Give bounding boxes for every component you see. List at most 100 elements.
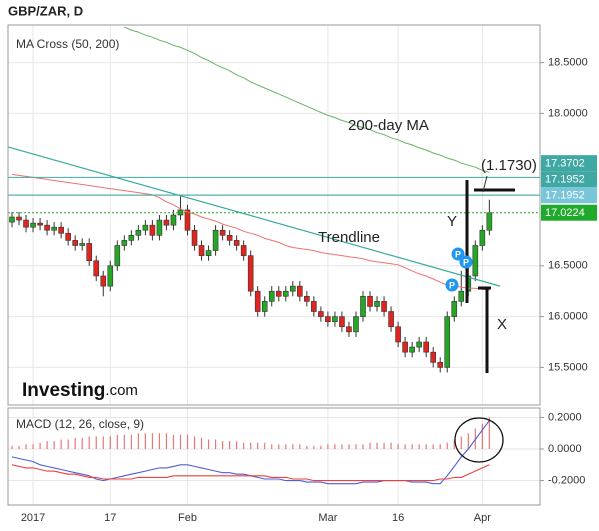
- histogram-bar: [306, 445, 308, 450]
- y-tick-label: 16.5000: [548, 260, 588, 272]
- candle-body: [374, 301, 380, 307]
- x-tick-label: 2017: [21, 512, 45, 524]
- histogram-bar: [460, 436, 462, 450]
- histogram-bar: [222, 441, 224, 450]
- macd-panel-title: MACD (12, 26, close, 9): [16, 417, 144, 431]
- histogram-bar: [271, 444, 273, 450]
- y-tick-label: 18.5000: [548, 56, 588, 68]
- candle-body: [388, 311, 394, 328]
- candle-body: [367, 295, 373, 307]
- candle-body: [107, 265, 114, 287]
- candle-body: [121, 240, 128, 246]
- y-tick-label: 16.0000: [548, 311, 588, 323]
- histogram-bar: [67, 439, 69, 450]
- candle-body: [458, 290, 465, 302]
- candle-body: [86, 243, 93, 262]
- candle-body: [289, 285, 296, 292]
- histogram-bar: [320, 445, 322, 450]
- candle-body: [240, 245, 247, 256]
- histogram-bar: [130, 434, 132, 450]
- candle-body: [23, 219, 29, 228]
- histogram-bar: [95, 436, 97, 450]
- histogram-bar: [236, 441, 238, 450]
- histogram-bar: [446, 442, 448, 450]
- histogram-bar: [243, 442, 245, 450]
- histogram-bar: [355, 444, 357, 450]
- candle-body: [486, 212, 493, 231]
- histogram-bar: [341, 444, 343, 450]
- logo: Investing.com: [22, 380, 138, 401]
- candle-body: [44, 224, 50, 231]
- histogram-bar: [102, 436, 104, 450]
- price-label: 17.0224: [545, 207, 585, 219]
- candle-body: [184, 209, 191, 231]
- histogram-bar: [81, 437, 83, 450]
- histogram-bar: [383, 442, 385, 450]
- candle-body: [360, 295, 366, 317]
- candle-body: [402, 341, 408, 353]
- marker: P: [459, 255, 473, 269]
- marker-label: P: [463, 257, 469, 267]
- histogram-bar: [214, 439, 217, 450]
- histogram-bar: [53, 441, 55, 450]
- histogram-bar: [425, 444, 427, 450]
- candle-body: [325, 316, 331, 322]
- y-tick-label: 15.5000: [548, 361, 588, 373]
- histogram-bar: [418, 444, 420, 450]
- candle-body: [254, 290, 261, 312]
- candle-body: [170, 214, 177, 226]
- histogram-bar: [200, 437, 203, 450]
- candle-body: [423, 341, 429, 353]
- candle-body: [395, 326, 401, 343]
- moving-average: [11, 173, 490, 291]
- x-tick-label: Feb: [178, 512, 197, 524]
- histogram-bar: [404, 444, 406, 450]
- candle-body: [444, 316, 451, 368]
- candle-body: [297, 285, 303, 297]
- y-tick-label: -0.2000: [548, 474, 585, 486]
- histogram-bar: [207, 439, 210, 450]
- candle-body: [135, 229, 142, 236]
- candle-body: [268, 290, 275, 302]
- histogram-bar: [467, 433, 469, 450]
- annotation: X: [497, 316, 507, 333]
- histogram-bar: [179, 434, 182, 450]
- price-label: 17.3702: [545, 158, 585, 170]
- annotation-circle: [454, 417, 504, 463]
- candle-body: [409, 346, 415, 353]
- annotation: (1.1730): [481, 157, 537, 174]
- histogram-bar: [60, 439, 62, 450]
- histogram-bar: [18, 445, 20, 450]
- x-tick-label: Apr: [474, 512, 491, 524]
- histogram-bar: [488, 417, 490, 450]
- candle-body: [437, 362, 444, 368]
- candle-body: [142, 224, 149, 231]
- histogram-bar: [109, 436, 111, 450]
- candle-body: [114, 245, 121, 267]
- macd-line: [11, 464, 490, 482]
- candle-body: [479, 229, 486, 246]
- histogram-bar: [334, 444, 336, 450]
- histogram-bar: [285, 444, 287, 450]
- marker: P: [451, 247, 465, 261]
- price-frame: [7, 24, 541, 406]
- candle-body: [261, 301, 268, 312]
- candle-body: [381, 301, 387, 312]
- histogram-bar: [369, 442, 371, 450]
- candle-body: [51, 226, 57, 231]
- histogram-bar: [186, 434, 189, 450]
- candle-body: [163, 219, 170, 226]
- histogram-bar: [390, 442, 392, 450]
- logo-brand: Investing: [22, 380, 105, 401]
- candle-body: [79, 243, 85, 246]
- candle-body: [205, 250, 212, 256]
- candle-body: [16, 216, 22, 221]
- histogram-bar: [453, 439, 455, 450]
- histogram-bar: [348, 444, 350, 450]
- marker-circle: [459, 255, 473, 269]
- histogram-bar: [46, 441, 48, 450]
- header-title: GBP/ZAR, D: [8, 3, 83, 18]
- histogram-bar: [278, 444, 280, 450]
- histogram-bar: [151, 433, 153, 450]
